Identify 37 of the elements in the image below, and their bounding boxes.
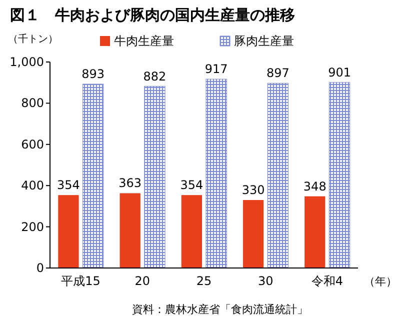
bar [206,78,227,268]
data-label: 897 [266,66,290,80]
data-label: 901 [328,65,351,80]
data-label: 917 [204,62,228,76]
data-label: 354 [57,178,80,192]
y-tick-label: 0 [36,261,44,275]
data-label: 348 [303,179,326,194]
y-tick-label: 800 [21,96,44,110]
y-tick-label: 1,000 [10,55,44,69]
x-tick-label: 25 [196,274,212,288]
x-tick-label: 平成15 [61,274,100,288]
text: 資料：農林水産省「食肉流通統計」 [132,303,308,316]
bar [58,195,79,268]
data-label: 330 [242,183,265,198]
data-label: 893 [82,67,105,82]
bar [181,195,202,268]
bar [82,84,104,268]
y-axis-title: （千トン） [8,33,58,45]
x-tick-label: 30 [258,274,274,288]
bar [328,82,350,268]
x-axis-title: （年） [364,275,397,288]
y-tick-label: 400 [21,178,44,193]
legend-label: 牛肉生産量 [114,34,174,48]
x-tick-label: 20 [134,274,150,288]
x-tick-label: 令和4 [311,274,344,288]
data-label: 363 [118,176,142,190]
bar [304,196,326,268]
bar [144,86,166,268]
bar [120,193,140,268]
data-label: 882 [143,69,166,84]
y-tick-label: 200 [21,220,44,234]
chart-title: 図１ 牛肉および豚肉の国内生産量の推移 [10,6,295,24]
data-label: 354 [180,178,204,192]
legend-label: 豚肉生産量 [234,34,294,48]
bar [267,82,288,268]
y-tick-label: 600 [21,137,44,152]
bar [242,200,264,268]
